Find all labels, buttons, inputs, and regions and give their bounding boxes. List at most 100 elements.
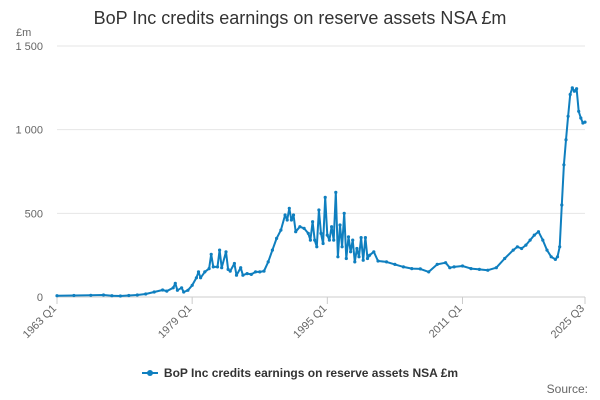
data-point[interactable] — [224, 250, 228, 254]
data-point[interactable] — [110, 294, 114, 298]
data-point[interactable] — [313, 238, 317, 242]
data-point[interactable] — [209, 252, 213, 256]
data-point[interactable] — [180, 286, 184, 290]
data-point[interactable] — [579, 116, 583, 120]
data-point[interactable] — [469, 267, 473, 271]
data-point[interactable] — [161, 288, 165, 292]
data-point[interactable] — [418, 267, 422, 271]
data-point[interactable] — [572, 89, 577, 93]
data-point[interactable] — [253, 270, 258, 274]
data-point[interactable] — [355, 246, 359, 251]
data-point[interactable] — [218, 248, 222, 252]
data-point[interactable] — [410, 267, 414, 271]
data-point[interactable] — [452, 265, 456, 269]
data-point[interactable] — [427, 270, 431, 274]
data-point[interactable] — [327, 238, 331, 242]
data-point[interactable] — [361, 258, 365, 262]
data-point[interactable] — [321, 241, 325, 246]
data-point[interactable] — [376, 259, 380, 263]
data-point[interactable] — [144, 292, 148, 296]
data-point[interactable] — [186, 288, 190, 292]
legend-item-series[interactable]: BoP Inc credits earnings on reserve asse… — [141, 366, 458, 380]
data-point[interactable] — [372, 250, 376, 254]
data-point[interactable] — [262, 269, 266, 273]
data-point[interactable] — [448, 266, 452, 270]
data-point[interactable] — [575, 87, 579, 91]
data-point[interactable] — [182, 290, 186, 294]
data-point[interactable] — [338, 223, 342, 227]
data-point[interactable] — [266, 260, 270, 264]
data-point[interactable] — [353, 260, 357, 264]
data-point[interactable] — [486, 268, 490, 272]
data-point[interactable] — [562, 163, 566, 167]
data-point[interactable] — [368, 253, 372, 257]
data-point[interactable] — [308, 238, 312, 242]
data-point[interactable] — [279, 228, 283, 232]
data-point[interactable] — [541, 238, 545, 242]
data-point[interactable] — [334, 190, 338, 194]
data-point[interactable] — [127, 293, 131, 298]
data-point[interactable] — [558, 245, 562, 249]
data-point[interactable] — [363, 236, 367, 240]
data-point[interactable] — [203, 270, 207, 274]
data-point[interactable] — [258, 270, 262, 274]
data-point[interactable] — [287, 206, 291, 210]
data-point[interactable] — [285, 218, 289, 222]
data-point[interactable] — [199, 276, 203, 280]
data-point[interactable] — [330, 225, 334, 229]
data-point[interactable] — [444, 261, 448, 265]
data-point[interactable] — [357, 255, 361, 259]
data-point[interactable] — [190, 283, 194, 287]
data-point[interactable] — [460, 264, 465, 268]
data-point[interactable] — [359, 236, 363, 240]
data-point[interactable] — [351, 238, 355, 242]
data-point[interactable] — [249, 272, 253, 276]
data-point[interactable] — [215, 265, 220, 269]
data-point[interactable] — [306, 231, 310, 235]
data-point[interactable] — [520, 246, 524, 251]
data-point[interactable] — [564, 138, 568, 142]
data-point[interactable] — [435, 262, 439, 266]
data-point[interactable] — [384, 260, 389, 264]
data-point[interactable] — [311, 220, 315, 224]
data-point[interactable] — [135, 293, 139, 297]
data-point[interactable] — [118, 294, 122, 298]
data-point[interactable] — [245, 272, 249, 276]
data-point[interactable] — [211, 265, 215, 269]
data-point[interactable] — [560, 203, 564, 207]
data-point[interactable] — [536, 230, 541, 234]
data-point[interactable] — [477, 267, 481, 271]
data-point[interactable] — [241, 273, 245, 277]
data-point[interactable] — [72, 293, 76, 298]
data-point[interactable] — [228, 269, 232, 273]
data-point[interactable] — [332, 238, 336, 242]
data-point[interactable] — [294, 230, 298, 234]
data-point[interactable] — [232, 261, 236, 266]
data-point[interactable] — [315, 245, 319, 249]
data-point[interactable] — [165, 289, 169, 293]
data-point[interactable] — [532, 233, 536, 237]
data-point[interactable] — [566, 114, 570, 118]
data-point[interactable] — [173, 281, 177, 285]
data-point[interactable] — [583, 120, 587, 124]
data-point[interactable] — [401, 265, 405, 269]
data-point[interactable] — [524, 243, 528, 247]
data-point[interactable] — [196, 270, 201, 274]
data-point[interactable] — [220, 266, 224, 270]
data-point[interactable] — [342, 211, 346, 215]
data-point[interactable] — [545, 248, 549, 252]
data-point[interactable] — [494, 266, 498, 270]
data-point[interactable] — [283, 213, 287, 217]
data-point[interactable] — [319, 231, 323, 235]
data-point[interactable] — [365, 256, 370, 261]
data-point[interactable] — [298, 225, 302, 229]
data-point[interactable] — [152, 290, 156, 294]
data-point[interactable] — [275, 236, 279, 240]
data-point[interactable] — [344, 256, 348, 261]
data-point[interactable] — [349, 250, 353, 254]
chart-legend[interactable]: BoP Inc credits earnings on reserve asse… — [0, 366, 600, 380]
data-point[interactable] — [393, 262, 397, 266]
data-point[interactable] — [317, 208, 321, 212]
data-point[interactable] — [528, 238, 532, 242]
data-point[interactable] — [555, 255, 560, 259]
